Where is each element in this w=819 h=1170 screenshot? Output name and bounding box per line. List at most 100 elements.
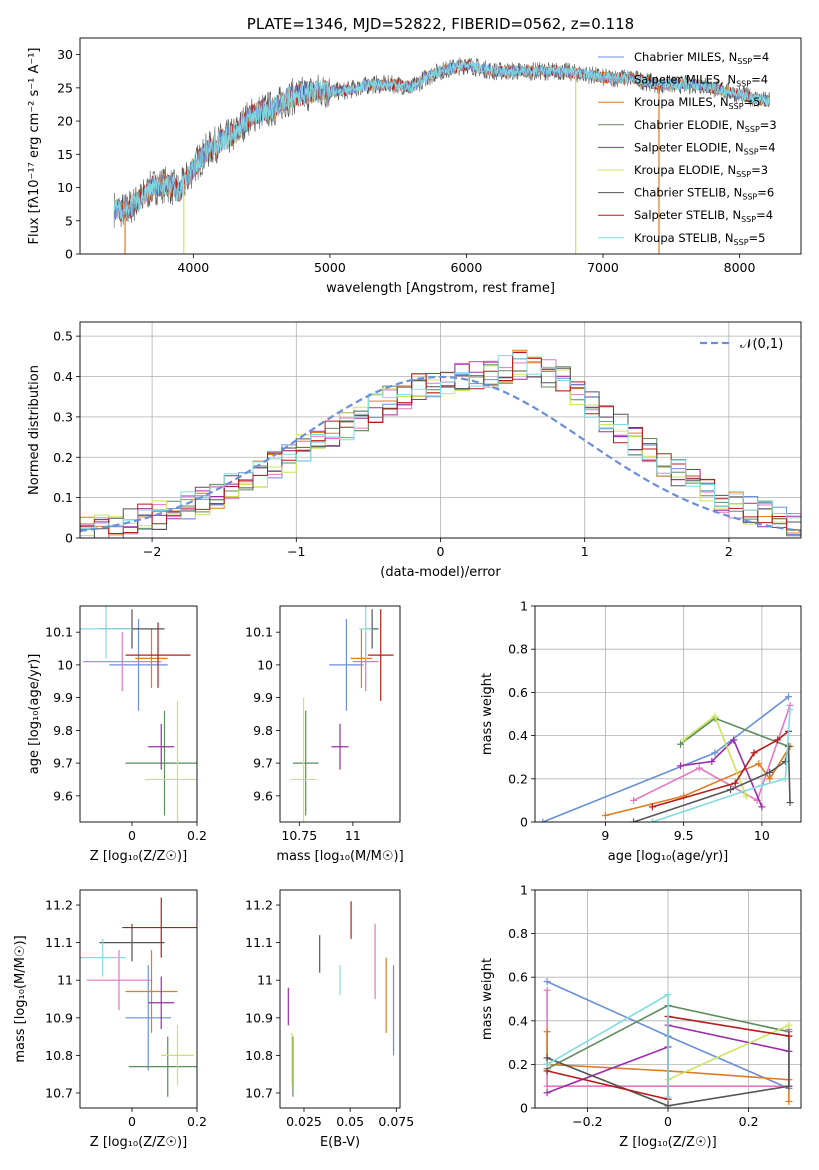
- y-tick-label: 0: [520, 1101, 528, 1116]
- y-tick-label: 0.6: [508, 685, 528, 700]
- plot-area: [80, 897, 197, 1097]
- legend-subscript: SSP: [741, 215, 756, 224]
- y-tick-label: 10.1: [45, 625, 73, 640]
- spectrum-panel: 4000 5000 6000 7000 8000 0 5 10 15 20 25 30 waveleng…: [27, 15, 802, 296]
- y-tick-label: 10.7: [245, 1085, 273, 1100]
- age-vs-metallicity-panel: 0 0.2 9.6 9.7 9.8 9.9 10 10.1 Z [log₁₀(Z/Z☉)] age…: [27, 605, 207, 864]
- y-axis-label: mass weight: [480, 673, 495, 755]
- y-tick-label: 25: [57, 80, 73, 95]
- y-tick-label: 0: [65, 247, 73, 262]
- x-axis-label: E(B-V): [320, 1135, 360, 1150]
- x-tick-label: 0.075: [378, 1114, 414, 1129]
- y-tick-label: 9.7: [253, 756, 273, 771]
- legend-label: Chabrier STELIB, NSSP=6: [634, 186, 774, 202]
- y-tick-label: 10.1: [245, 625, 273, 640]
- mass-vs-metallicity-panel: 0 0.2 10.7 10.8 10.9 11 11.1 11.2 Z [log₁₀(Z/Z☉)…: [13, 889, 207, 1150]
- x-tick-label: 9.5: [674, 828, 694, 843]
- x-tick-label: 9: [601, 828, 609, 843]
- y-tick-label: 0.1: [53, 490, 73, 505]
- y-tick-label: 10.8: [45, 1048, 73, 1063]
- x-axis-label: mass [log₁₀(M/M☉)]: [276, 849, 403, 864]
- x-tick-label: 0.2: [187, 828, 207, 843]
- y-tick-label: 11.2: [45, 898, 73, 913]
- plot-area: [539, 693, 794, 822]
- x-axis-label: age [log₁₀(age/yr)]: [608, 849, 729, 864]
- legend-label: Chabrier MILES, NSSP=4: [634, 50, 769, 66]
- legend-subscript: SSP: [736, 80, 751, 89]
- y-tick-label: 0.3: [53, 409, 73, 424]
- weight-line: [652, 709, 791, 822]
- x-tick-label: 0.2: [187, 1114, 207, 1129]
- y-tick-label: 10.7: [45, 1085, 73, 1100]
- normal-curve: [80, 375, 801, 532]
- histogram-step: [80, 367, 801, 538]
- residual-histogram-panel: −2 −1 0 1 2 0 0.1 0.2 0.3 0.4 0.5 (data-model)/erro…: [27, 321, 802, 580]
- weight-line: [667, 1024, 790, 1081]
- legend-subscript: SSP: [729, 102, 744, 111]
- x-tick-label: 0: [128, 1114, 136, 1129]
- y-tick-label: 0.4: [508, 728, 528, 743]
- y-tick-label: 10.8: [245, 1048, 273, 1063]
- y-tick-label: 20: [57, 114, 73, 129]
- x-axis-label: Z [log₁₀(Z/Z☉)]: [619, 1135, 716, 1150]
- y-tick-label: 9.8: [253, 723, 273, 738]
- x-tick-label: 0: [128, 828, 136, 843]
- legend-value: =4: [751, 73, 768, 87]
- plot-area: [80, 606, 197, 822]
- x-tick-label: 0.2: [739, 1114, 759, 1129]
- x-axis-label: (data-model)/error: [380, 565, 501, 580]
- y-tick-label: 10: [57, 180, 73, 195]
- legend-value: =5: [749, 231, 766, 245]
- y-axis-label: mass [log₁₀(M/M☉)]: [13, 935, 28, 1062]
- y-axis-label: Flux [fλ10⁻¹⁷ erg cm⁻² s⁻¹ A⁻¹]: [27, 48, 42, 245]
- x-tick-label: −2: [143, 544, 161, 559]
- y-tick-label: 0.2: [508, 1057, 528, 1072]
- y-tick-label: 1: [520, 599, 528, 614]
- weight-line: [680, 738, 763, 808]
- x-tick-label: 0.05: [336, 1114, 364, 1129]
- mass-weight-vs-age-panel: 9 9.5 10 0 0.2 0.4 0.6 0.8 1 age [log₁₀(age/yr)] m…: [480, 599, 802, 864]
- x-axis-label: Z [log₁₀(Z/Z☉)]: [90, 1135, 187, 1150]
- y-tick-label: 9.9: [253, 690, 273, 705]
- legend-label: Kroupa STELIB, NSSP=5: [634, 231, 765, 247]
- legend-subscript: SSP: [736, 170, 751, 179]
- axes-frame: [279, 889, 401, 1109]
- x-tick-label: 2: [725, 544, 733, 559]
- axes-frame: [79, 605, 198, 823]
- y-tick-label: 5: [65, 213, 73, 228]
- x-tick-label: 10.75: [281, 828, 317, 843]
- y-tick-label: 0.8: [508, 642, 528, 657]
- plot-area: [543, 978, 793, 1108]
- spectrum-line: [113, 59, 770, 222]
- legend-value: =4: [752, 50, 769, 64]
- y-tick-label: 0.6: [508, 970, 528, 985]
- y-tick-label: 9.8: [53, 723, 73, 738]
- legend-label: 𝒩(0,1): [740, 337, 783, 352]
- y-tick-label: 0.4: [53, 369, 73, 384]
- axes-frame: [534, 605, 802, 823]
- y-tick-label: 0.5: [53, 329, 73, 344]
- x-axis-label: Z [log₁₀(Z/Z☉)]: [90, 849, 187, 864]
- x-tick-label: 7000: [587, 260, 619, 275]
- legend-subscript: SSP: [744, 147, 759, 156]
- axes-frame: [279, 605, 401, 823]
- weight-line: [633, 746, 791, 822]
- y-tick-label: 30: [57, 47, 73, 62]
- y-axis-label: Normed distribution: [27, 365, 42, 495]
- axes-frame: [79, 37, 802, 255]
- x-tick-label: 0.025: [286, 1114, 322, 1129]
- y-tick-label: 9.6: [253, 788, 273, 803]
- legend-subscript: SSP: [734, 238, 749, 247]
- mass-vs-ebv-panel: 0.025 0.05 0.075 10.7 10.8 10.9 11 11.1 11.2 E(B-…: [245, 889, 414, 1150]
- legend-value: =6: [757, 186, 774, 200]
- y-tick-label: 0.2: [508, 771, 528, 786]
- x-tick-label: 11: [345, 828, 361, 843]
- y-tick-label: 1: [520, 883, 528, 898]
- age-vs-mass-panel: 10.75 11 9.6 9.7 9.8 9.9 10 10.1 mass [log₁₀(M/M…: [245, 605, 404, 864]
- x-tick-label: 8000: [724, 260, 756, 275]
- x-tick-label: 0: [664, 1114, 672, 1129]
- axes-frame: [79, 889, 198, 1109]
- y-tick-label: 9.6: [53, 788, 73, 803]
- histogram-step: [80, 351, 801, 538]
- y-tick-label: 11.1: [245, 935, 273, 950]
